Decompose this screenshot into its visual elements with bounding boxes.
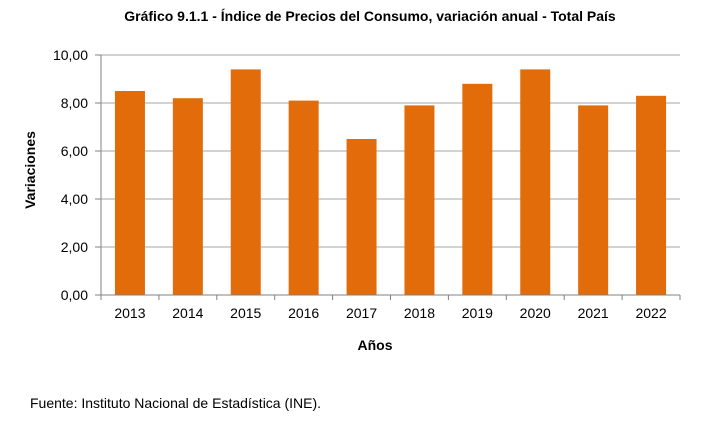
bar-2014 — [172, 98, 203, 295]
y-tick-label: 6,00 — [61, 143, 88, 159]
x-tick-label: 2019 — [462, 305, 493, 321]
source-note: Fuente: Instituto Nacional de Estadístic… — [30, 395, 322, 411]
bar-2022 — [636, 95, 667, 295]
bar-2015 — [230, 69, 261, 296]
x-tick-label: 2013 — [114, 305, 145, 321]
bar-2013 — [114, 91, 145, 295]
chart-title: Gráfico 9.1.1 - Índice de Precios del Co… — [124, 8, 616, 24]
x-tick-label: 2015 — [230, 305, 261, 321]
axes — [95, 54, 681, 300]
x-tick-labels: 2013 2014 2015 2016 2017 2018 2019 2020 2021 2022 — [114, 305, 666, 321]
y-tick-label: 8,00 — [61, 95, 88, 111]
bar-2016 — [288, 100, 319, 295]
y-tick-label: 10,00 — [53, 47, 88, 63]
x-tick-label: 2016 — [288, 305, 319, 321]
bar-2021 — [578, 105, 609, 296]
bar-2020 — [520, 69, 551, 296]
x-tick-label: 2018 — [404, 305, 435, 321]
bar-2019 — [462, 83, 493, 295]
bar-2018 — [404, 105, 435, 296]
x-tick-label: 2022 — [635, 305, 666, 321]
x-tick-label: 2021 — [578, 305, 609, 321]
y-tick-label: 4,00 — [61, 191, 88, 207]
y-tick-labels: 0,00 2,00 4,00 6,00 8,00 10,00 — [53, 47, 88, 303]
y-tick-label: 2,00 — [61, 239, 88, 255]
bar-2017 — [346, 139, 377, 295]
x-tick-label: 2017 — [346, 305, 377, 321]
y-axis-title: Variaciones — [22, 131, 38, 209]
x-axis-title: Años — [358, 337, 393, 353]
bars — [114, 69, 667, 296]
y-tick-label: 0,00 — [61, 287, 88, 303]
x-tick-label: 2014 — [172, 305, 203, 321]
x-tick-label: 2020 — [520, 305, 551, 321]
